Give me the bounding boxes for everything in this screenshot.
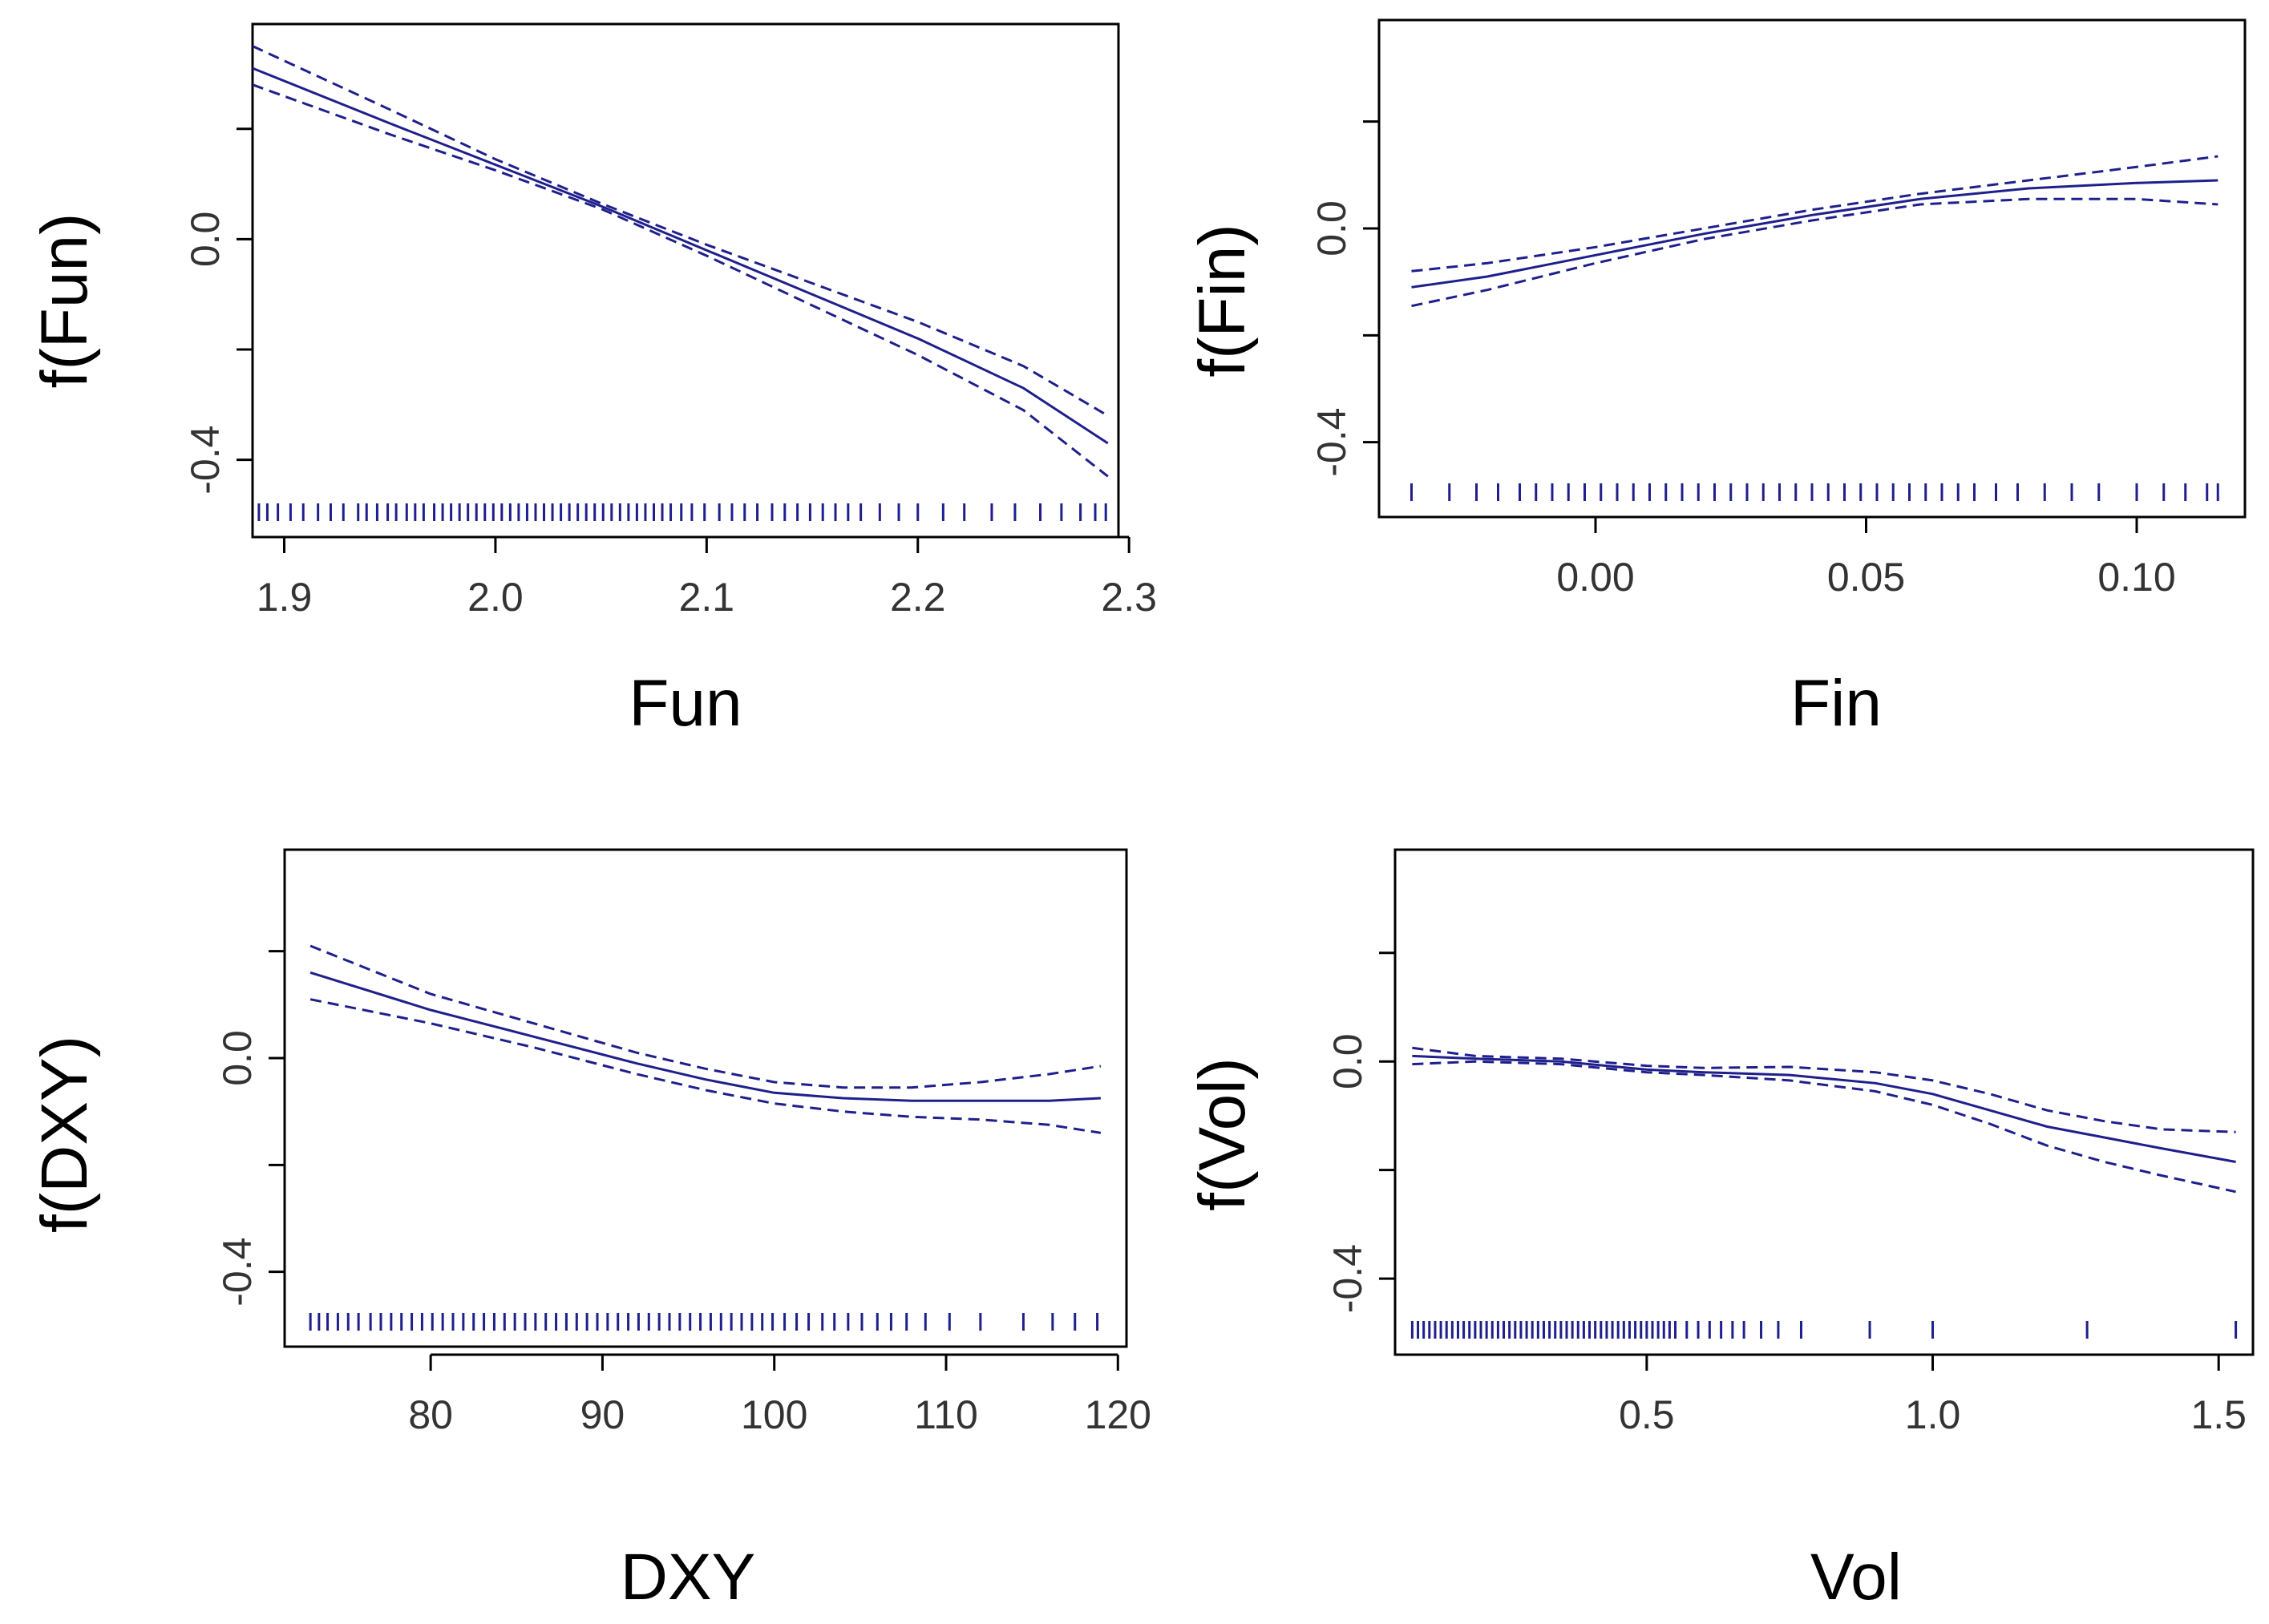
y-axis: -0.4 0.0 — [1309, 120, 1381, 477]
rug-group — [1410, 1321, 2238, 1339]
y-axis: -0.4 0.0 — [1325, 951, 1397, 1313]
x-axis: 0.00 0.05 0.10 — [1556, 515, 2176, 600]
series-fit-line — [1412, 1054, 2236, 1163]
x-tick-label: 2.3 — [1101, 575, 1157, 620]
curves-group — [309, 944, 1102, 1134]
series-upper-line — [252, 45, 1109, 417]
series-upper-line — [309, 944, 1102, 1089]
y-axis: -0.4 0.0 — [183, 127, 254, 495]
x-axis-title: Vol — [1810, 1541, 1902, 1614]
y-tick-label: -0.4 — [215, 1238, 260, 1307]
curves-group — [252, 45, 1109, 478]
x-axis: 0.5 1.0 1.5 — [1619, 1353, 2247, 1437]
x-axis-title: Fun — [629, 667, 742, 740]
series-fit-line — [309, 971, 1101, 1102]
y-tick-label: -0.4 — [1309, 408, 1354, 477]
series-lower-line — [1412, 1060, 2236, 1194]
panel-fin: 0.00 0.05 0.10 -0.4 0.0 Fin f(Fin) — [1186, 18, 2247, 740]
curves-group — [1412, 1046, 2236, 1194]
x-tick-label: 1.5 — [2190, 1392, 2247, 1437]
y-tick-label: 0.0 — [1309, 200, 1354, 257]
panel-dxy: 80 90 100 110 120 -0.4 0.0 DXY f(DXY) — [28, 848, 1151, 1614]
x-tick-label: 1.0 — [1905, 1392, 1961, 1437]
x-tick-label: 80 — [408, 1392, 453, 1437]
series-lower-line — [252, 83, 1109, 478]
y-tick-label: 0.0 — [1325, 1033, 1370, 1089]
series-fit-line — [1411, 179, 2218, 289]
y-axis-title: f(Fin) — [1186, 224, 1259, 377]
rug-group — [309, 1313, 1099, 1331]
y-axis-title: f(DXY) — [28, 1036, 101, 1233]
x-tick-label: 100 — [741, 1392, 807, 1437]
x-tick-label: 0.5 — [1619, 1392, 1675, 1437]
y-axis-title: f(Fun) — [28, 213, 101, 389]
x-tick-label: 0.10 — [2097, 555, 2175, 600]
x-tick-label: 2.0 — [467, 575, 524, 620]
y-tick-label: 0.0 — [183, 212, 228, 268]
rug-group — [1410, 483, 2219, 501]
y-axis: -0.4 0.0 — [215, 950, 286, 1307]
x-tick-label: 90 — [580, 1392, 625, 1437]
series-upper-line — [1412, 1046, 2236, 1133]
series-upper-line — [1411, 155, 2218, 273]
rug-group — [257, 503, 1107, 521]
x-tick-label: 2.1 — [679, 575, 735, 620]
x-tick-label: 2.2 — [890, 575, 946, 620]
x-tick-label: 110 — [914, 1392, 978, 1437]
x-tick-label: 0.05 — [1827, 555, 1905, 600]
x-tick-label: 120 — [1085, 1392, 1151, 1437]
x-axis: 80 90 100 110 120 — [408, 1353, 1151, 1437]
y-tick-label: 0.0 — [215, 1030, 260, 1086]
panel-fun: 1.9 2.0 2.1 2.2 2.3 -0.4 0.0 Fun f(Fun) — [28, 22, 1157, 740]
x-axis: 1.9 2.0 2.1 2.2 2.3 — [257, 535, 1157, 620]
series-fit-line — [252, 67, 1109, 445]
x-axis-title: DXY — [621, 1541, 756, 1614]
x-tick-label: 1.9 — [257, 575, 313, 620]
series-lower-line — [1411, 197, 2218, 308]
y-tick-label: -0.4 — [1325, 1244, 1370, 1313]
y-axis-title: f(Vol) — [1186, 1057, 1259, 1210]
x-tick-label: 0.00 — [1556, 555, 1634, 600]
panel-vol: 0.5 1.0 1.5 -0.4 0.0 Vol f(Vol) — [1186, 848, 2255, 1614]
curves-group — [1411, 155, 2218, 308]
x-axis-title: Fin — [1790, 667, 1882, 740]
y-tick-label: -0.4 — [183, 426, 228, 495]
